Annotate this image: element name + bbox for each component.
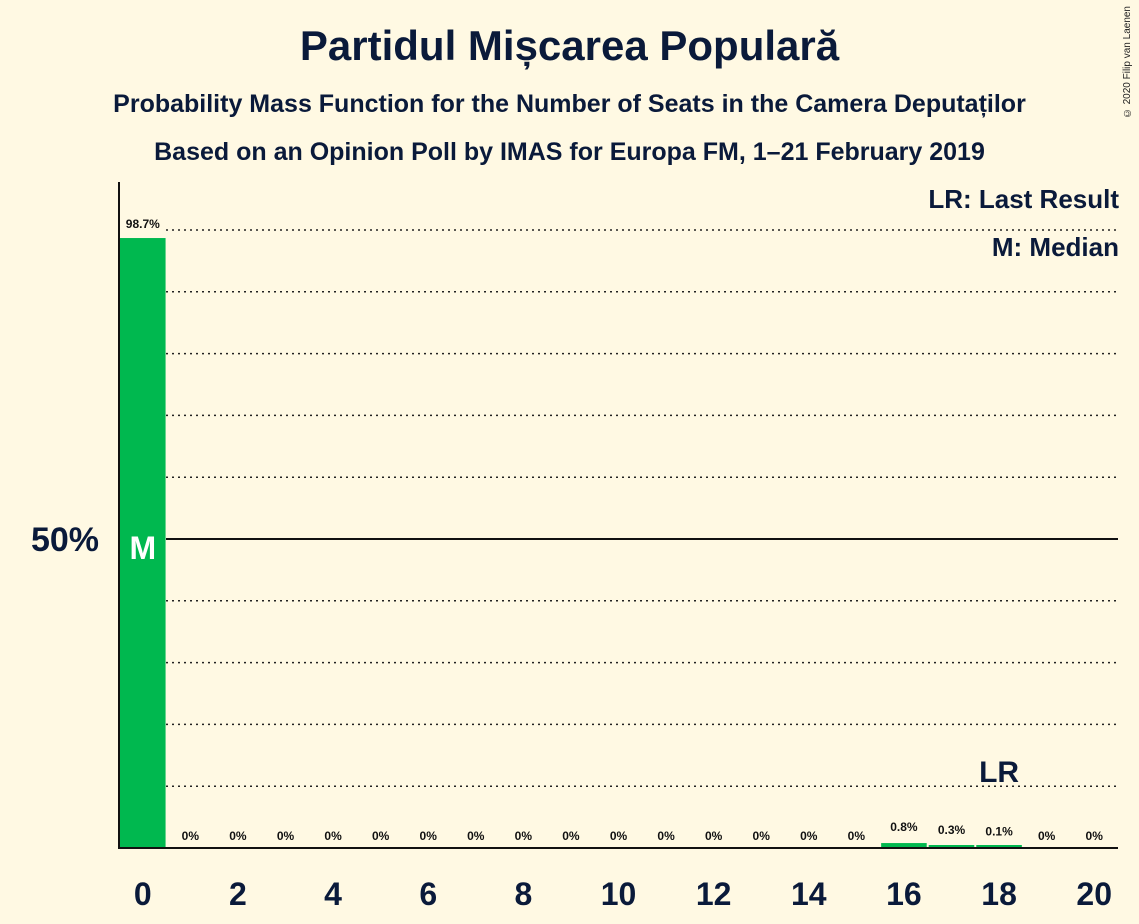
data-label: 0%: [420, 829, 438, 843]
x-tick-label: 4: [324, 876, 342, 912]
bar: [928, 845, 975, 848]
data-label: 0%: [800, 829, 818, 843]
data-label: 0%: [277, 829, 295, 843]
x-tick-label: 2: [229, 876, 247, 912]
data-label: 0%: [182, 829, 200, 843]
y-tick-label: 50%: [31, 521, 99, 559]
data-label: 0%: [657, 829, 675, 843]
x-tick-label: 14: [791, 876, 827, 912]
x-tick-label: 0: [134, 876, 152, 912]
x-tick-label: 12: [696, 876, 732, 912]
x-tick-label: 18: [981, 876, 1017, 912]
data-label: 0%: [1038, 829, 1056, 843]
data-label: 0%: [753, 829, 771, 843]
data-label: 98.7%: [126, 217, 160, 231]
x-tick-label: 6: [419, 876, 437, 912]
data-label: 0%: [1086, 829, 1104, 843]
x-tick-label: 8: [514, 876, 532, 912]
legend-last-result: LR: Last Result: [928, 184, 1119, 214]
chart-title: Partidul Mișcarea Populară: [299, 22, 840, 69]
data-label: 0.1%: [985, 824, 1013, 838]
data-label: 0%: [562, 829, 580, 843]
last-result-marker: LR: [979, 756, 1019, 789]
bar: [120, 238, 166, 848]
bar: [976, 845, 1022, 848]
data-label: 0%: [610, 829, 628, 843]
bar: [881, 843, 927, 848]
data-label: 0%: [515, 829, 533, 843]
data-label: 0.8%: [890, 820, 918, 834]
data-label: 0%: [324, 829, 342, 843]
data-label: 0.3%: [938, 823, 966, 837]
legend-median: M: Median: [991, 232, 1119, 262]
chart-source: Based on an Opinion Poll by IMAS for Eur…: [154, 138, 985, 166]
data-label: 0%: [229, 829, 247, 843]
median-marker: M: [129, 530, 156, 566]
data-label: 0%: [705, 829, 723, 843]
data-label: 0%: [848, 829, 866, 843]
x-tick-label: 20: [1076, 876, 1112, 912]
x-tick-label: 10: [601, 876, 637, 912]
x-tick-label: 16: [886, 876, 922, 912]
data-label: 0%: [467, 829, 485, 843]
chart-subtitle: Probability Mass Function for the Number…: [113, 90, 1026, 118]
data-label: 0%: [372, 829, 390, 843]
